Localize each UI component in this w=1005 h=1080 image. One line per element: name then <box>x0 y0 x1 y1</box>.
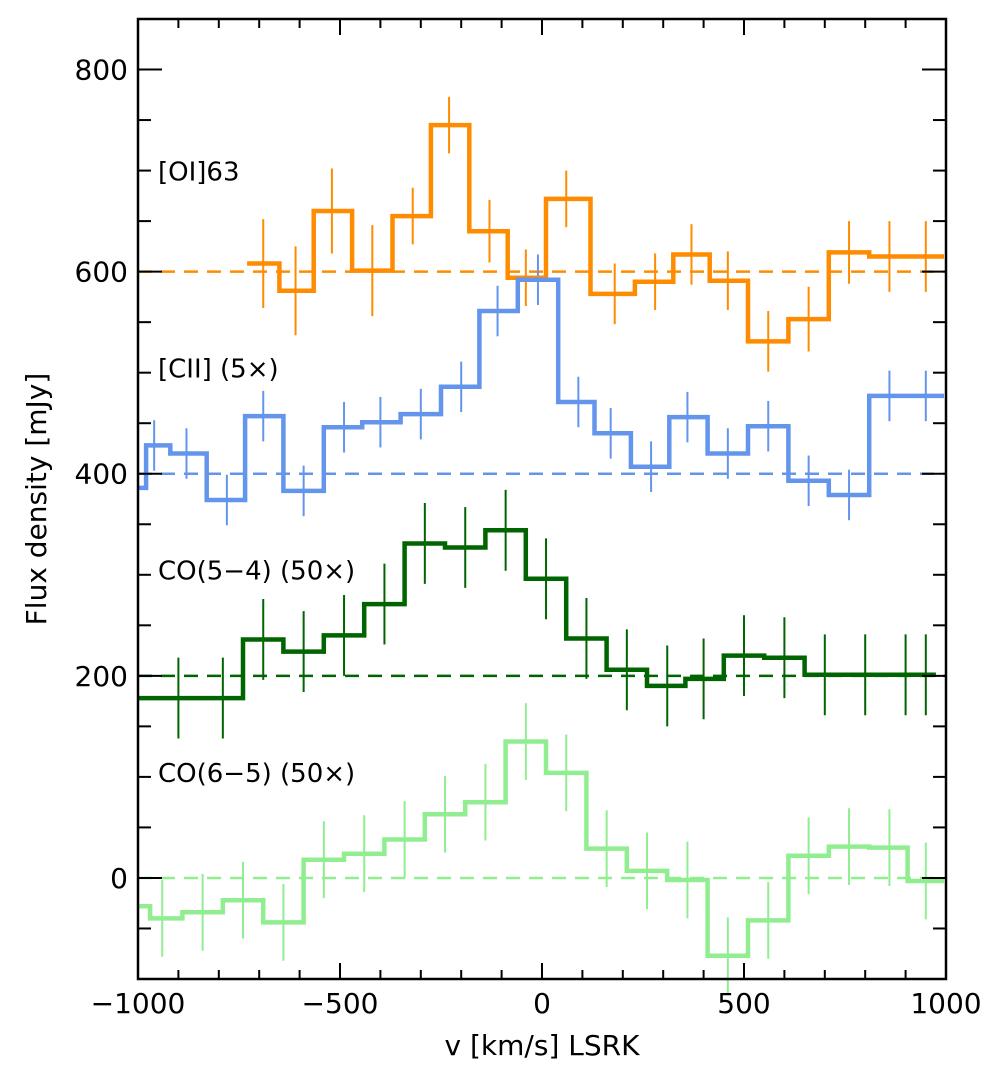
y-tick-label: 600 <box>75 256 128 289</box>
x-tick-label: −1000 <box>91 987 186 1020</box>
x-tick-label: 1000 <box>910 987 981 1020</box>
step-line-0 <box>247 122 944 344</box>
y-tick-label: 400 <box>75 458 128 491</box>
step-line-3 <box>138 739 944 959</box>
y-tick-label: 200 <box>75 660 128 693</box>
x-tick-label: 500 <box>717 987 770 1020</box>
axes-frame <box>136 17 948 981</box>
series-label-0: [OI]63 <box>158 158 240 188</box>
plot-frame <box>136 17 948 981</box>
series-label-1: [CII] (5×) <box>158 355 279 385</box>
x-axis-label: v [km/s] LSRK <box>445 1029 641 1062</box>
series-label-2: CO(5−4) (50×) <box>158 557 355 587</box>
x-tick-label: −500 <box>302 987 379 1020</box>
series-label-3: CO(6−5) (50×) <box>158 759 355 789</box>
series-labels-layer: [OI]63 [CII] (5×) CO(5−4) (50×) CO(6−5) (50… <box>158 158 355 789</box>
tick-labels-layer: −1000 −500 0 500 1000 0 200 400 600 800 <box>75 54 982 1020</box>
y-tick-label: 0 <box>110 862 128 895</box>
steps-layer <box>138 122 944 959</box>
step-line-1 <box>138 277 944 503</box>
ticks-layer <box>137 18 947 980</box>
x-tick-label: 0 <box>533 987 551 1020</box>
errorbars-layer <box>137 96 927 995</box>
y-tick-label: 800 <box>75 54 128 87</box>
y-axis-label: Flux density [mJy] <box>20 373 53 626</box>
step-line-2 <box>138 528 936 701</box>
